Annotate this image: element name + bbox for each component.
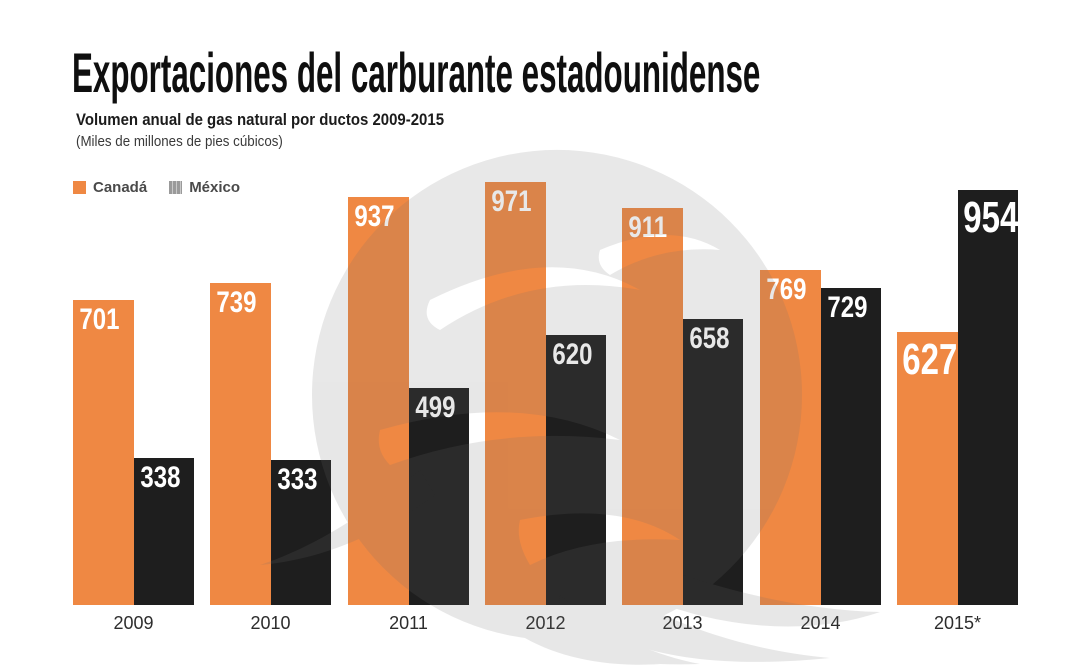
bar-mexico: 620 [546,335,606,605]
bar-canada: 701 [73,300,134,605]
bar-value-label: 911 [628,211,668,244]
bar-value-label: 620 [552,338,593,371]
bar-group-2014: 769 729 2014 [760,175,881,633]
bar-group-2011: 937 499 2011 [348,175,469,633]
bar-group-2009: 701 338 2009 [73,175,194,633]
bar-canada: 739 [210,283,271,605]
bar-value-label: 701 [79,303,120,336]
bar-value-label: 627 [902,335,958,384]
bar-value-label: 769 [766,273,807,306]
bar-chart: 701 338 2009 739 333 2010 937 499 2011 971 620 2012… [73,175,1019,633]
bar-canada: 971 [485,182,546,605]
bar-mexico: 658 [683,319,743,605]
x-axis-label: 2013 [662,613,703,633]
bar-value-label: 971 [491,185,532,218]
bar-value-label: 954 [963,193,1019,242]
bar-mexico: 333 [271,460,331,605]
x-axis-label: 2009 [113,613,154,633]
bar-group-2010: 739 333 2010 [210,175,331,633]
x-axis-label: 2011 [389,613,428,633]
bar-value-label: 729 [827,291,868,324]
bar-canada: 911 [622,208,683,605]
mexico-legend-swatch [169,181,183,194]
bar-value-label: 338 [140,461,181,494]
bar-mexico: 338 [134,458,194,605]
bar-group-2012: 971 620 2012 [485,175,606,633]
mexico-legend-label: México [189,179,241,196]
chart-subtitle: Volumen anual de gas natural por ductos … [76,110,445,129]
bar-value-label: 658 [689,322,730,355]
bar-group-2015: 627 954 2015* [897,175,1018,633]
legend: Canadá México [73,179,240,196]
canada-legend-swatch [73,181,86,194]
bar-mexico: 729 [821,288,881,605]
bar-value-label: 333 [277,463,318,496]
x-axis-label: 2014 [800,613,841,633]
x-axis-label: 2015* [933,613,982,633]
chart-title: Exportaciones del carburante estadounide… [72,41,761,104]
bar-canada: 627 [897,332,958,605]
bar-canada: 937 [348,197,409,605]
bar-value-label: 739 [216,286,257,319]
canada-legend-label: Canadá [93,179,148,196]
bar-canada: 769 [760,270,821,605]
x-axis-label: 2012 [525,613,566,633]
bar-group-2013: 911 658 2013 [622,175,743,633]
x-axis-label: 2010 [250,613,291,633]
chart-unit-note: (Miles de millones de pies cúbicos) [76,134,283,150]
bar-value-label: 499 [415,391,456,424]
bar-value-label: 937 [354,200,395,233]
bar-mexico: 954 [958,190,1018,605]
bar-mexico: 499 [409,388,469,605]
